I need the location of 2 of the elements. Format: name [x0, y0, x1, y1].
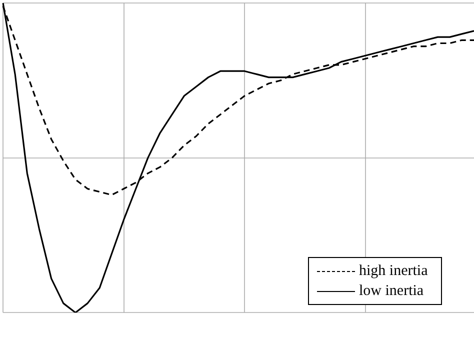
legend-label: low inertia: [359, 282, 424, 300]
legend-label: high inertia: [359, 262, 428, 280]
